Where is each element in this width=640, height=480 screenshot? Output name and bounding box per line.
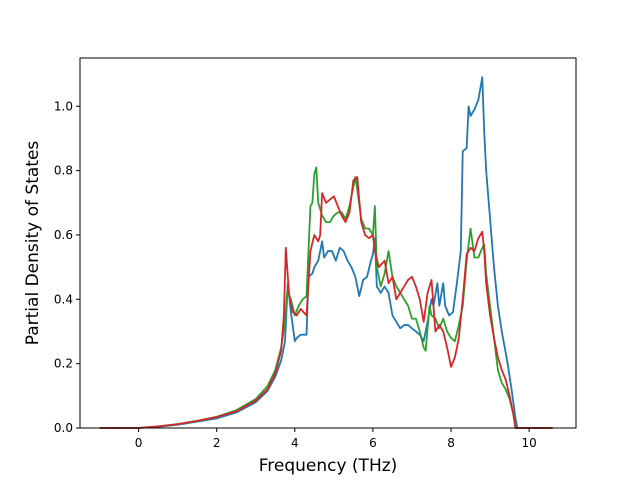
y-axis-label: Partial Density of States xyxy=(23,141,43,346)
x-tick-label: 8 xyxy=(447,436,455,450)
series-line-3 xyxy=(99,176,553,429)
y-tick-label: 0.4 xyxy=(54,292,73,306)
y-ticks: 0.0 0.2 0.4 0.6 0.8 1.0 xyxy=(54,99,80,435)
x-tick-label: 4 xyxy=(291,436,299,450)
x-tick-label: 0 xyxy=(135,436,143,450)
x-tick-label: 2 xyxy=(213,436,221,450)
plot-lines xyxy=(99,76,553,429)
y-tick-label: 1.0 xyxy=(54,99,73,113)
y-tick-label: 0.2 xyxy=(54,357,73,371)
y-tick-label: 0.0 xyxy=(54,421,73,435)
y-tick-label: 0.8 xyxy=(54,164,73,178)
series-line-1 xyxy=(99,76,553,429)
x-axis-label: Frequency (THz) xyxy=(259,456,398,476)
x-tick-label: 10 xyxy=(521,436,536,450)
plot-frame xyxy=(79,57,577,429)
x-tick-label: 6 xyxy=(369,436,377,450)
y-tick-label: 0.6 xyxy=(54,228,73,242)
series-line-2 xyxy=(99,166,553,429)
x-ticks: 0 2 4 6 8 10 xyxy=(135,428,537,450)
